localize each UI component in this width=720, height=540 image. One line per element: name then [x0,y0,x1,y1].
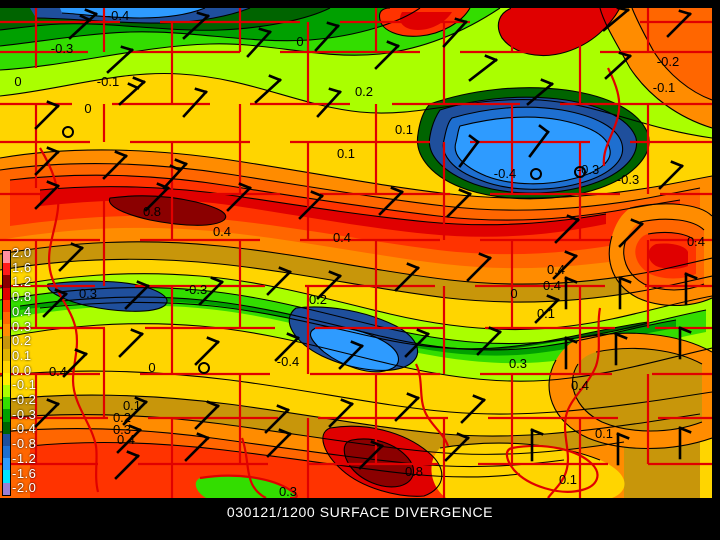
colorbar-labels: 2.0 1.6 1.2 0.8 0.4 0.3 0.2 0.1 0.0 -0.1 -0.2 -0.3-… [12,246,56,502]
colorbar-swatch [3,421,10,434]
colorbar-swatch [3,263,10,276]
contour-label: 0.4 [117,432,135,447]
contour-label: 0.8 [143,204,161,219]
contour-label: -0.3 [577,162,599,177]
contour-label: 0.8 [405,464,423,479]
colorbar-label: -2.0 [12,480,37,496]
right-border [712,0,720,498]
colorbar-swatch [3,299,10,312]
colorbar-label: 0.8 [12,289,32,305]
title-bar: 030121/1200 SURFACE DIVERGENCE [0,498,720,540]
contour-label: 0.2 [113,410,131,425]
colorbar-swatch [3,458,10,471]
contour-label: 0 [510,286,517,301]
colorbar-label: 1.2 [12,274,32,290]
contour-label: 0.3 [79,286,97,301]
divergence-colorbar[interactable] [2,250,11,496]
contour-label: -0.1 [97,74,119,89]
colorbar-label: -1.2 [12,450,37,466]
contour-label: 0.4 [213,224,231,239]
contour-label: 0.4 [571,378,589,393]
contour-label: 0.3 [113,422,131,437]
contour-label: 0.1 [595,426,613,441]
contour-label: 0.4 [547,262,565,277]
colorbar-swatch [3,275,10,288]
colorbar-swatch [3,360,10,373]
contour-label: 0.1 [559,472,577,487]
colorbar-label: -0.4 [12,421,37,437]
contour-label: 0.1 [537,306,555,321]
colorbar-swatch [3,251,10,264]
contour-label: -0.1 [653,80,675,95]
contour-label: 0.1 [337,146,355,161]
contour-label: 0 [148,360,155,375]
contour-label: -0.4 [107,8,129,23]
colorbar-swatch [3,385,10,398]
colorbar-swatch [3,470,10,483]
contour-label: 0 [84,101,91,116]
contour-label: -0.4 [277,354,299,369]
colorbar-label: 1.6 [12,259,32,275]
colorbar-swatch [3,324,10,337]
contour-label: 0.4 [333,230,351,245]
contour-label: 0.4 [49,364,67,379]
colorbar-swatch [3,311,10,325]
contour-label: 0.3 [279,484,297,498]
contour-label: 0.1 [395,122,413,137]
contour-label: 0.4 [687,234,705,249]
map-title: 030121/1200 SURFACE DIVERGENCE [226,504,494,520]
colorbar-swatch [3,397,10,410]
colorbar-label: -0.1 [12,377,37,393]
colorbar-label: 2.0 [12,245,32,260]
colorbar-label: -0.3 [12,406,37,422]
colorbar-swatch [3,287,10,300]
colorbar-label: 0.4 [12,303,32,319]
top-border [0,0,720,8]
contour-label: -0.3 [185,282,207,297]
surface-divergence-contour-map[interactable]: -0.4 -0.3 0 -0.1 0 0 0.2 -0.2 -0.1 0.1 0.1 -0.4 -0.3… [0,8,712,498]
contour-label: 0.3 [509,356,527,371]
contour-label: 0.4 [543,278,561,293]
colorbar-label: 0.1 [12,347,32,363]
colorbar-swatch [3,446,10,459]
colorbar-label: -0.8 [12,436,37,452]
colorbar-label: -1.6 [12,465,37,481]
colorbar-swatch [3,348,10,361]
contour-label: -0.4 [494,166,516,181]
colorbar-label: 0.3 [12,318,32,334]
contour-label: -0.3 [51,41,73,56]
colorbar-swatch [3,482,10,495]
colorbar-swatch [3,433,10,446]
contour-label: 0.2 [355,84,373,99]
colorbar-label: -0.2 [12,392,37,408]
contour-label: -0.3 [617,172,639,187]
colorbar-swatch [3,409,10,422]
colorbar-swatch [3,372,10,386]
contour-label: 0 [14,74,21,89]
contour-label: 0.2 [309,292,327,307]
contour-label: 0 [296,34,303,49]
colorbar-swatch [3,336,10,349]
colorbar-label: 0.0 [12,362,32,378]
contour-label: -0.2 [657,54,679,69]
contour-label: 0.1 [123,398,141,413]
colorbar-label: 0.2 [12,333,32,349]
